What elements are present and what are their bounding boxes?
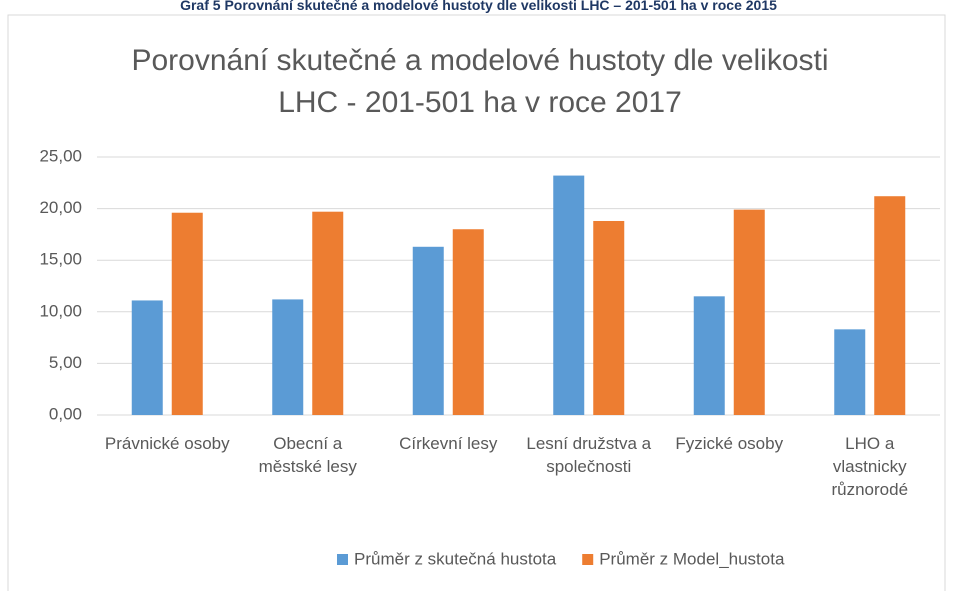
y-tick-label: 15,00 (39, 250, 82, 269)
bar (312, 211, 344, 415)
legend-swatch (582, 554, 594, 565)
legend-label: Průměr z Model_hustota (599, 549, 785, 568)
x-tick-label: Obecní a městské lesy (258, 434, 357, 476)
legend-label: Průměr z skutečná hustota (354, 549, 557, 568)
bar (733, 209, 765, 415)
bar (553, 175, 585, 415)
y-tick-label: 20,00 (39, 198, 82, 217)
bar (693, 296, 725, 415)
bar (874, 196, 906, 415)
legend-swatch (337, 554, 348, 565)
y-tick-label: 25,00 (39, 146, 82, 165)
x-tick-label: Církevní lesy (399, 434, 498, 453)
bar (834, 329, 866, 415)
x-tick-label: Lesní družstva a společnosti (526, 434, 652, 476)
bar (131, 300, 163, 415)
bar (593, 220, 625, 415)
chart-frame (7, 14, 946, 591)
caption: Graf 5 Porovnání skutečné a modelové hus… (180, 0, 777, 13)
chart-title: Porovnání skutečné a modelové hustoty dl… (131, 44, 829, 119)
y-tick-label: 10,00 (39, 301, 82, 320)
y-tick-label: 0,00 (49, 404, 82, 423)
x-tick-label: Právnické osoby (104, 434, 230, 453)
x-tick-label: LHO a vlastnicky různorodé (831, 434, 909, 499)
bar (452, 229, 484, 415)
bar (171, 212, 203, 415)
bar (272, 299, 304, 415)
y-tick-label: 5,00 (49, 353, 82, 372)
bar (412, 246, 444, 415)
x-tick-label: Fyzické osoby (675, 434, 784, 453)
